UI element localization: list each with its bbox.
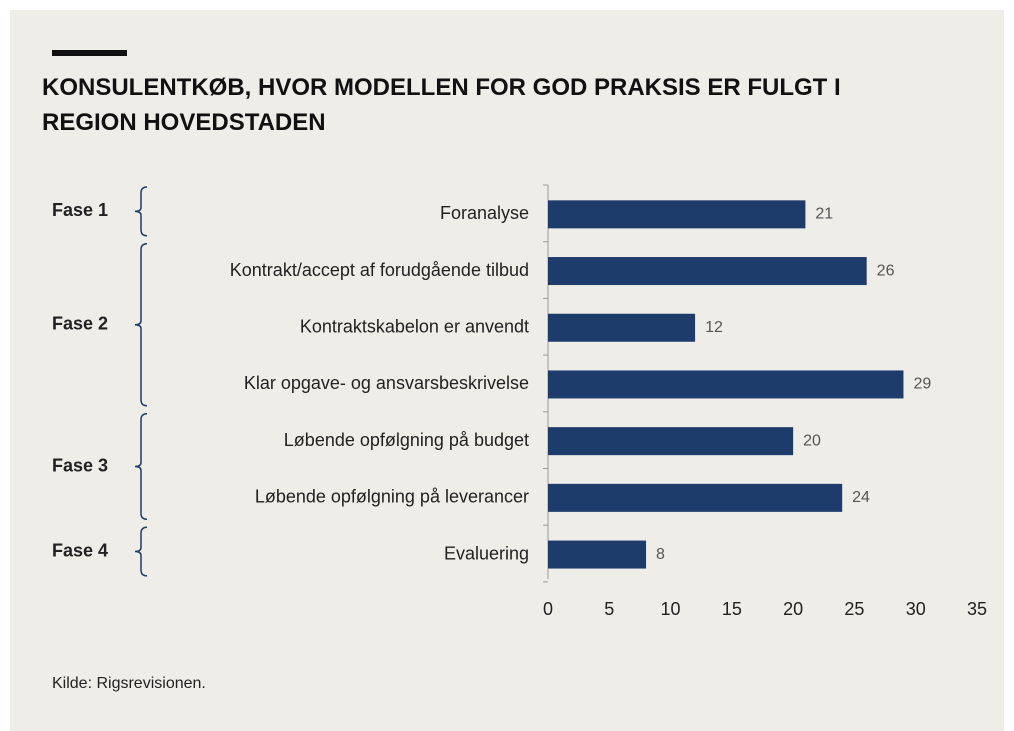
x-tick-label: 5 (604, 599, 614, 619)
y-tick-label: Foranalyse (440, 203, 529, 223)
value-label: 26 (877, 262, 895, 279)
group-label: Fase 4 (52, 540, 108, 560)
value-label: 21 (815, 206, 833, 223)
group-bracket (134, 526, 148, 577)
x-tick-label: 20 (783, 599, 803, 619)
group-label: Fase 2 (52, 314, 108, 334)
title-rule (52, 50, 127, 56)
group-bracket (134, 413, 148, 520)
value-label: 8 (656, 546, 665, 563)
value-label: 24 (852, 489, 870, 506)
chart-title: KONSULENTKØB, HVOR MODELLEN FOR GOD PRAK… (42, 74, 841, 136)
group-label: Fase 1 (52, 200, 108, 220)
value-label: 20 (803, 432, 821, 449)
value-label: 29 (913, 376, 931, 393)
x-tick-label: 30 (906, 599, 926, 619)
bar (548, 540, 647, 569)
y-tick-label: Kontraktskabelon er anvendt (300, 317, 529, 337)
group-bracket (134, 242, 148, 407)
bar (548, 483, 843, 512)
x-tick-label: 35 (967, 599, 987, 619)
x-tick-label: 25 (844, 599, 864, 619)
y-tick-label: Løbende opfølgning på leverancer (255, 487, 529, 507)
group-label: Fase 3 (52, 455, 108, 475)
y-tick-label: Klar opgave- og ansvarsbeskrivelse (244, 373, 529, 393)
y-tick-label: Løbende opfølgning på budget (284, 430, 529, 450)
x-tick-label: 10 (661, 599, 681, 619)
bar (548, 370, 904, 399)
bar (548, 200, 806, 229)
bar (548, 257, 867, 286)
source: Kilde: Rigsrevisionen. (52, 675, 206, 692)
group-bracket (134, 186, 148, 237)
y-tick-label: Kontrakt/accept af forudgående tilbud (230, 260, 529, 280)
value-label: 12 (705, 319, 723, 336)
bar (548, 427, 794, 456)
y-tick-label: Evaluering (444, 543, 529, 563)
x-tick-label: 15 (722, 599, 742, 619)
x-tick-label: 0 (543, 599, 553, 619)
bar (548, 313, 696, 342)
